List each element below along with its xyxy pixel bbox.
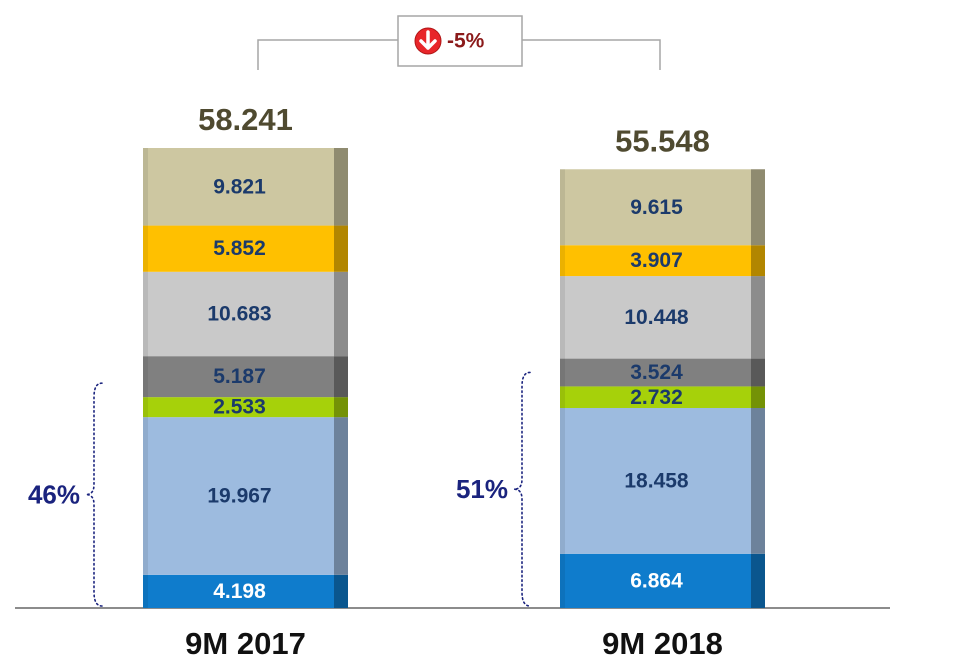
category-label: 9M 2018 <box>602 626 723 661</box>
bar-shade <box>751 169 765 246</box>
bar-shade <box>334 397 348 418</box>
bar-segment <box>143 225 348 272</box>
bar-shade <box>560 245 565 277</box>
change-label: -5% <box>447 30 485 53</box>
bar-shade <box>334 148 348 226</box>
change-bracket: -5% <box>257 15 661 70</box>
segment-label: 3.524 <box>630 361 683 384</box>
bar-shade <box>143 271 148 357</box>
segment-label: 5.187 <box>213 365 266 388</box>
bar-shade <box>560 276 565 359</box>
segment-label: 10.683 <box>207 303 271 326</box>
bar-shade <box>143 225 148 272</box>
category-label: 9M 2017 <box>185 626 306 661</box>
bar-shade <box>560 386 565 409</box>
bar-segment <box>560 276 765 359</box>
segment-label: 2.533 <box>213 396 266 419</box>
bar-shade <box>143 148 148 226</box>
bar-shade <box>751 245 765 277</box>
bar-shade <box>560 553 565 608</box>
bar-shade <box>143 574 148 608</box>
segment-label: 10.448 <box>624 306 689 329</box>
bar-shade <box>751 358 765 387</box>
share-label: 46% <box>28 479 80 509</box>
bar-shade <box>143 417 148 575</box>
bar-segment <box>560 408 765 554</box>
segment-label: 9.615 <box>630 196 683 219</box>
share-brace <box>85 382 103 607</box>
down-arrow <box>419 30 437 50</box>
bar-shade <box>143 397 148 418</box>
bar-segment <box>143 271 348 357</box>
segment-label: 18.458 <box>624 469 689 492</box>
segment-label: 9.821 <box>213 175 266 198</box>
bar-shade <box>751 276 765 359</box>
total-label: 55.548 <box>615 123 710 158</box>
bar-shade <box>751 386 765 409</box>
bar-shade <box>751 553 765 608</box>
bracket-line <box>257 39 398 70</box>
bar-segment <box>560 553 765 608</box>
segment-label: 19.967 <box>207 485 271 508</box>
bar-shade <box>560 169 565 246</box>
segment-label: 6.864 <box>630 569 683 592</box>
bar-shade <box>334 356 348 398</box>
segment-label: 5.852 <box>213 237 266 260</box>
bar-segment <box>143 148 348 226</box>
bar-segment <box>143 397 348 418</box>
bar-segment <box>143 574 348 608</box>
bar-shade <box>143 356 148 398</box>
total-label: 58.241 <box>198 102 293 137</box>
bar-shade <box>334 417 348 575</box>
bar-segment <box>560 386 765 409</box>
bar-segment <box>560 358 765 387</box>
segment-label: 2.732 <box>630 386 683 409</box>
bar-shade <box>334 225 348 272</box>
bracket-line <box>522 39 661 70</box>
bar-segment <box>143 417 348 575</box>
bar-shade <box>334 271 348 357</box>
bar-shade <box>560 358 565 387</box>
bar-shade <box>751 408 765 554</box>
share-label: 51% <box>456 474 508 504</box>
bar-segment <box>143 356 348 398</box>
bar-segment <box>560 245 765 277</box>
bar-shade <box>560 408 565 554</box>
segment-label: 4.198 <box>213 580 266 603</box>
bar-shade <box>334 574 348 608</box>
share-brace <box>513 371 531 607</box>
segment-label: 3.907 <box>630 249 683 272</box>
bar-segment <box>560 169 765 246</box>
